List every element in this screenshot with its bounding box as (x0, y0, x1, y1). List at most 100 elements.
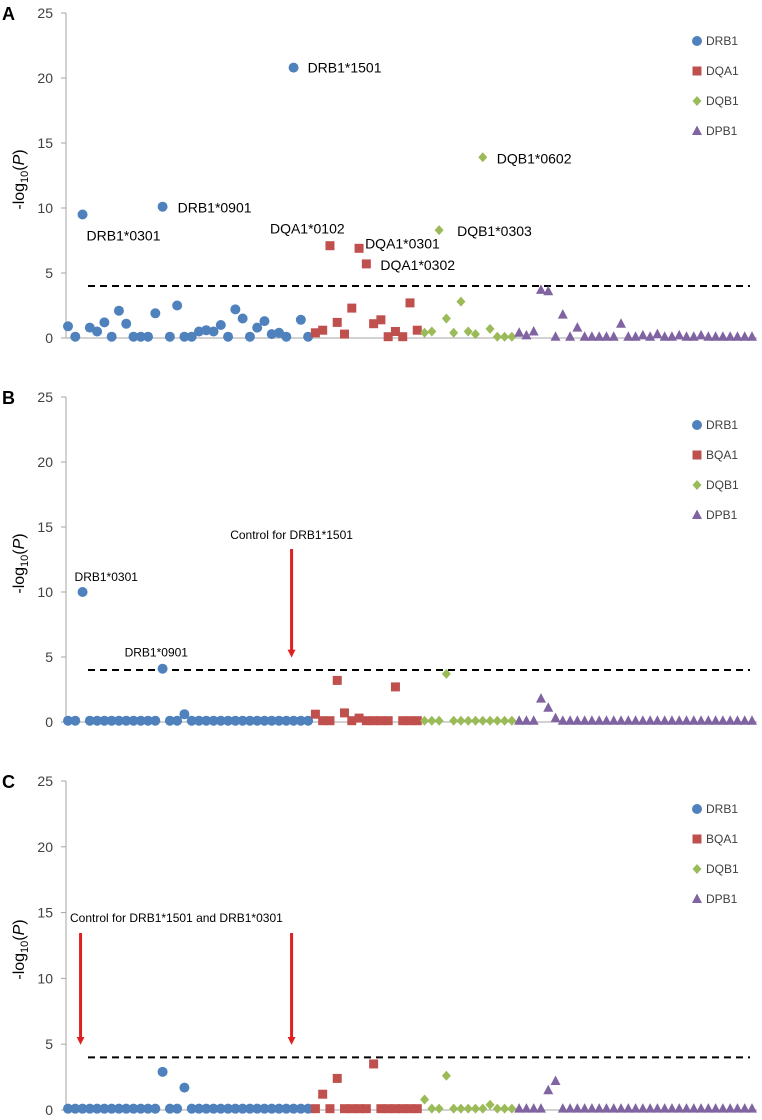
data-point-dqb1 (434, 1103, 444, 1114)
data-point-dpb1 (557, 309, 568, 319)
legend-marker-dqb1 (692, 864, 702, 874)
data-point-dpb1 (565, 1103, 576, 1113)
data-point-drb1 (274, 715, 285, 726)
data-point-drb1 (259, 715, 270, 726)
data-point-dpb1 (652, 328, 663, 339)
data-point-dpb1 (688, 331, 699, 341)
annotation-label: DQA1*0302 (380, 257, 455, 273)
data-point-dpb1 (710, 715, 721, 725)
annotation-label: DRB1*0301 (87, 228, 161, 244)
data-point-drb1 (208, 1103, 219, 1114)
data-point-drb1 (223, 715, 234, 726)
data-point-drb1 (121, 318, 132, 329)
data-point-drb1 (295, 314, 306, 325)
data-point-drb1 (106, 331, 117, 342)
data-point-dpb1 (732, 715, 743, 725)
data-point-dpb1 (688, 715, 699, 725)
legend-marker-bqa1 (692, 450, 702, 460)
data-point-drb1 (303, 331, 314, 342)
legend-label-bqa1: BQA1 (706, 448, 738, 462)
data-point-dqb1 (507, 715, 517, 726)
data-point-drb1 (193, 1103, 204, 1114)
data-point-bqa1 (398, 716, 408, 726)
data-point-dqb1 (500, 331, 510, 342)
data-point-dpb1 (557, 715, 568, 725)
data-point-dpb1 (703, 715, 714, 725)
data-point-dpb1 (623, 331, 634, 341)
data-point-dqb1 (478, 715, 488, 726)
data-point-dpb1 (696, 329, 707, 340)
y-tick-label: 15 (37, 519, 53, 535)
data-point-dpb1 (637, 1103, 648, 1113)
data-point-drb1 (164, 715, 175, 726)
data-point-drb1 (121, 715, 132, 726)
data-point-drb1 (179, 331, 190, 342)
data-point-dpb1 (586, 331, 597, 341)
y-axis-label: -log10(P) (11, 533, 31, 593)
data-point-dpb1 (528, 326, 539, 336)
data-point-dpb1 (717, 715, 728, 725)
data-point-dqb1 (420, 715, 430, 726)
data-point-drb1 (259, 1103, 270, 1114)
data-point-bqa1 (361, 1104, 371, 1114)
data-point-dpb1 (601, 331, 612, 341)
data-point-drb1 (230, 715, 241, 726)
data-point-dpb1 (630, 331, 641, 341)
data-point-bqa1 (398, 1104, 408, 1114)
y-axis-label: -log10(P) (11, 149, 31, 209)
data-point-dqb1 (478, 1103, 488, 1114)
data-point-bqa1 (369, 1059, 379, 1069)
panel-c: C 0 5 10 15 20 25 -log10(P) DRB1 BQA1 DQB1 DPB1 Cont… (2, 772, 757, 1118)
data-point-drb1 (70, 1103, 81, 1114)
data-point-drb1 (157, 1066, 168, 1077)
legend-marker-dpb1 (692, 125, 702, 135)
y-tick-label: 25 (37, 5, 53, 21)
data-point-dpb1 (659, 715, 670, 725)
data-point-dqa1 (347, 303, 357, 313)
data-point-dqb1 (492, 1103, 502, 1114)
data-point-dqa1 (405, 298, 415, 308)
legend-label-drb1: DRB1 (706, 418, 738, 432)
panel-letter: C (2, 772, 15, 792)
data-point-drb1 (77, 209, 88, 220)
data-point-drb1 (288, 62, 299, 73)
data-point-drb1 (150, 308, 161, 319)
data-point-dpb1 (659, 331, 670, 341)
data-point-dqa1 (412, 325, 422, 335)
data-point-dqb1 (507, 331, 517, 342)
data-point-dqb1 (500, 1103, 510, 1114)
data-point-dpb1 (586, 1103, 597, 1113)
data-point-dqb1 (434, 715, 444, 726)
data-point-dpb1 (608, 715, 619, 725)
data-point-drb1 (150, 1103, 161, 1114)
data-point-dqb1 (470, 329, 480, 340)
data-point-drb1 (230, 304, 241, 315)
data-point-dpb1 (688, 1103, 699, 1113)
data-point-dqb1 (463, 715, 473, 726)
data-point-dpb1 (594, 715, 605, 725)
data-point-dpb1 (528, 1103, 539, 1113)
data-point-dqa1 (340, 329, 350, 339)
data-point-bqa1 (369, 716, 379, 726)
data-point-drb1 (63, 1103, 73, 1114)
panel-b: B 0 5 10 15 20 25 -log10(P) DRB1 BQA1 DQB1 DPB1 DRB1… (2, 388, 757, 730)
data-point-drb1 (106, 715, 117, 726)
data-point-drb1 (135, 715, 146, 726)
data-point-bqa1 (376, 1104, 386, 1114)
data-point-drb1 (208, 326, 219, 337)
data-point-bqa1 (412, 716, 422, 726)
data-point-dpb1 (535, 1103, 546, 1113)
legend-marker-bqa1 (692, 834, 702, 844)
data-point-drb1 (143, 331, 154, 342)
data-point-dpb1 (521, 1103, 532, 1113)
data-point-dqb1 (434, 225, 444, 236)
data-point-dpb1 (535, 693, 546, 703)
data-point-bqa1 (318, 716, 328, 726)
legend-label-dpb1: DPB1 (706, 124, 738, 138)
data-point-dpb1 (645, 715, 656, 725)
annotation-label: DRB1*0901 (178, 200, 252, 216)
data-point-dqb1 (449, 327, 459, 338)
data-point-dqa1 (325, 241, 335, 251)
data-point-dqb1 (492, 715, 502, 726)
y-tick-label: 5 (45, 649, 53, 665)
